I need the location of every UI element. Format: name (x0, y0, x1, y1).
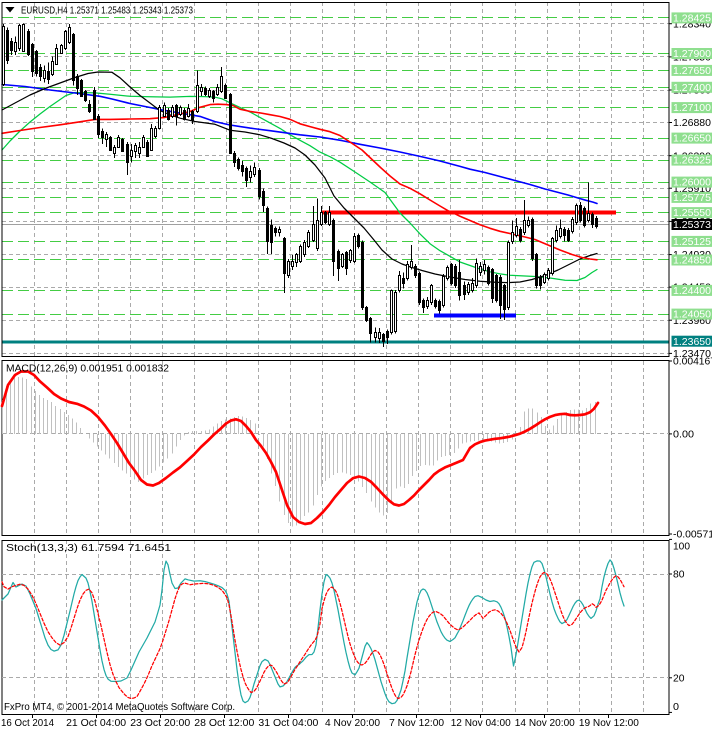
svg-text:4 Nov 20:00: 4 Nov 20:00 (325, 717, 380, 729)
svg-text:31 Oct 04:00: 31 Oct 04:00 (258, 717, 318, 729)
svg-text:7 Nov 12:00: 7 Nov 12:00 (389, 717, 444, 729)
svg-text:1.24850: 1.24850 (673, 255, 711, 267)
svg-text:1.28425: 1.28425 (673, 13, 711, 25)
svg-text:1.27900: 1.27900 (673, 48, 711, 60)
svg-text:0.004167: 0.004167 (673, 356, 712, 368)
svg-text:0.00: 0.00 (673, 429, 694, 441)
svg-text:1.23470: 1.23470 (673, 348, 711, 360)
svg-text:1.27650: 1.27650 (673, 65, 711, 77)
svg-text:1.26000: 1.26000 (673, 177, 711, 189)
svg-text:14 Nov 20:00: 14 Nov 20:00 (515, 717, 575, 729)
svg-text:100: 100 (673, 541, 690, 553)
svg-text:1.25775: 1.25775 (673, 192, 711, 204)
svg-text:FxPro MT4, © 2001-2014 MetaQuo: FxPro MT4, © 2001-2014 MetaQuotes Softwa… (4, 701, 235, 713)
svg-text:MACD(12,26,9) 0.001951 0.00183: MACD(12,26,9) 0.001951 0.001832 (6, 363, 169, 375)
svg-text:1.23650: 1.23650 (673, 336, 711, 348)
svg-text:1.25125: 1.25125 (673, 236, 711, 248)
svg-text:Stoch(13,3,3) 61.7594 71.6451: Stoch(13,3,3) 61.7594 71.6451 (6, 542, 171, 554)
svg-text:80: 80 (673, 569, 685, 581)
svg-text:0: 0 (673, 701, 679, 713)
svg-text:1.25373: 1.25373 (673, 219, 711, 231)
svg-text:1.27100: 1.27100 (673, 102, 711, 114)
svg-text:1.26880: 1.26880 (673, 117, 711, 129)
svg-text:1.26325: 1.26325 (673, 155, 711, 167)
svg-text:1.27400: 1.27400 (673, 82, 711, 94)
svg-text:EURUSD,H4 1.25371 1.25483 1.2: EURUSD,H4 1.25371 1.25483 1.25343 1.2537… (21, 5, 193, 17)
svg-text:21 Oct 04:00: 21 Oct 04:00 (66, 717, 126, 729)
svg-text:16 Oct 2014: 16 Oct 2014 (1, 717, 54, 729)
svg-text:1.26650: 1.26650 (673, 133, 711, 145)
svg-text:28 Oct 12:00: 28 Oct 12:00 (194, 717, 254, 729)
svg-text:1.24400: 1.24400 (673, 285, 711, 297)
svg-text:19 Nov 12:00: 19 Nov 12:00 (579, 717, 639, 729)
svg-text:1.25550: 1.25550 (673, 207, 711, 219)
svg-text:20: 20 (673, 672, 685, 684)
svg-text:12 Nov 04:00: 12 Nov 04:00 (451, 717, 511, 729)
svg-text:1.24050: 1.24050 (673, 309, 711, 321)
svg-text:23 Oct 20:00: 23 Oct 20:00 (130, 717, 190, 729)
